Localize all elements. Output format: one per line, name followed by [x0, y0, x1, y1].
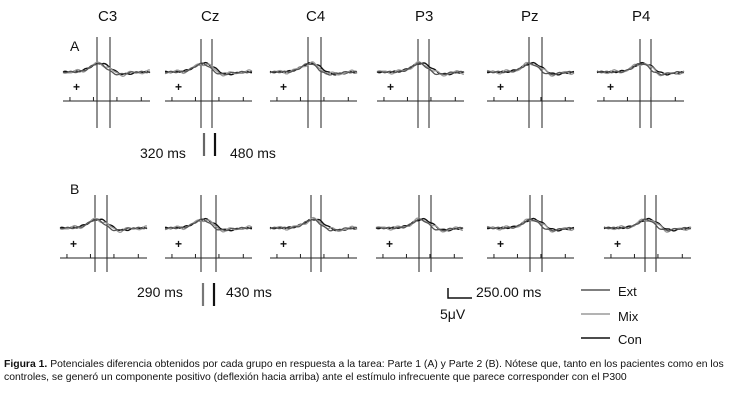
- panel-a-label: A: [70, 38, 80, 54]
- channel-label-c3: C3: [98, 8, 118, 25]
- panel-b-c4-wave-mix: [269, 216, 358, 232]
- channel-label-cz: Cz: [201, 8, 220, 25]
- panel-b-p3-wave-ext: [375, 218, 464, 232]
- erp-figure: + + + + + + + + + + + +: [59, 37, 692, 339]
- figure-caption: Figura 1. Potenciales diferencia obtenid…: [4, 358, 752, 384]
- panel-b-label: B: [70, 181, 80, 197]
- panel-b-p3-plus-marker: +: [386, 237, 393, 251]
- legend-label-mix: Mix: [618, 309, 639, 324]
- panel-a-cz-plus-marker: +: [175, 80, 182, 94]
- panel-b-c4-plus-marker: +: [280, 237, 287, 251]
- channel-label-p4: P4: [632, 8, 651, 25]
- caption-label: Figura 1.: [4, 359, 48, 370]
- panel-a-cz-wave-ext: [164, 62, 253, 76]
- panel-b-cz-plus-marker: +: [175, 237, 182, 251]
- panel-b-p4-plus-marker: +: [614, 237, 621, 251]
- panel-a-cz-wave-mix: [164, 63, 253, 77]
- scale-bar: [447, 288, 472, 299]
- time-scale-label: 250.00 ms: [476, 284, 542, 300]
- panel-b-pz-plus-marker: +: [497, 237, 504, 251]
- panel-b-pz-wave-ext: [486, 218, 575, 232]
- panel-a-c4-wave-mix: [269, 61, 358, 76]
- legend-label-con: Con: [618, 332, 642, 347]
- panel-a-p3-plus-marker: +: [387, 80, 394, 94]
- panel-b-p4-wave-ext: [603, 218, 692, 232]
- channel-label-pz: Pz: [521, 8, 539, 25]
- panel-a-c4-wave-ext: [269, 63, 358, 76]
- panel-a-c3-plus-marker: +: [73, 80, 80, 94]
- panel-a-time-first: 320 ms: [140, 145, 186, 161]
- channel-label-p3: P3: [415, 8, 434, 25]
- legend-label-ext: Ext: [618, 284, 637, 299]
- panel-a-pz-wave-ext: [486, 62, 575, 76]
- amplitude-scale-label: 5μV: [440, 306, 466, 322]
- panel-a-c3-wave-ext: [62, 62, 151, 76]
- panel-b-c3-wave-ext: [59, 218, 148, 232]
- panel-b-c4-wave-ext: [269, 218, 358, 232]
- panel-a-c4-plus-marker: +: [280, 80, 287, 94]
- panel-b-cz-wave-mix: [164, 219, 253, 233]
- panel-b-c3-plus-marker: +: [70, 237, 77, 251]
- panel-a-p4-plus-marker: +: [607, 80, 614, 94]
- panel-a-time-second: 480 ms: [230, 145, 276, 161]
- caption-text: Potenciales diferencia obtenidos por cad…: [4, 359, 724, 383]
- panel-b-p4-wave-mix: [603, 218, 692, 233]
- panel-a-p4-wave-ext: [596, 63, 685, 76]
- panel-b-time-first: 290 ms: [137, 284, 183, 300]
- panel-b-time-second: 430 ms: [226, 284, 272, 300]
- panel-b-cz-wave-ext: [164, 218, 253, 232]
- panel-a-pz-plus-marker: +: [497, 80, 504, 94]
- channel-label-c4: C4: [306, 8, 326, 25]
- panel-a-p3-wave-ext: [376, 62, 465, 76]
